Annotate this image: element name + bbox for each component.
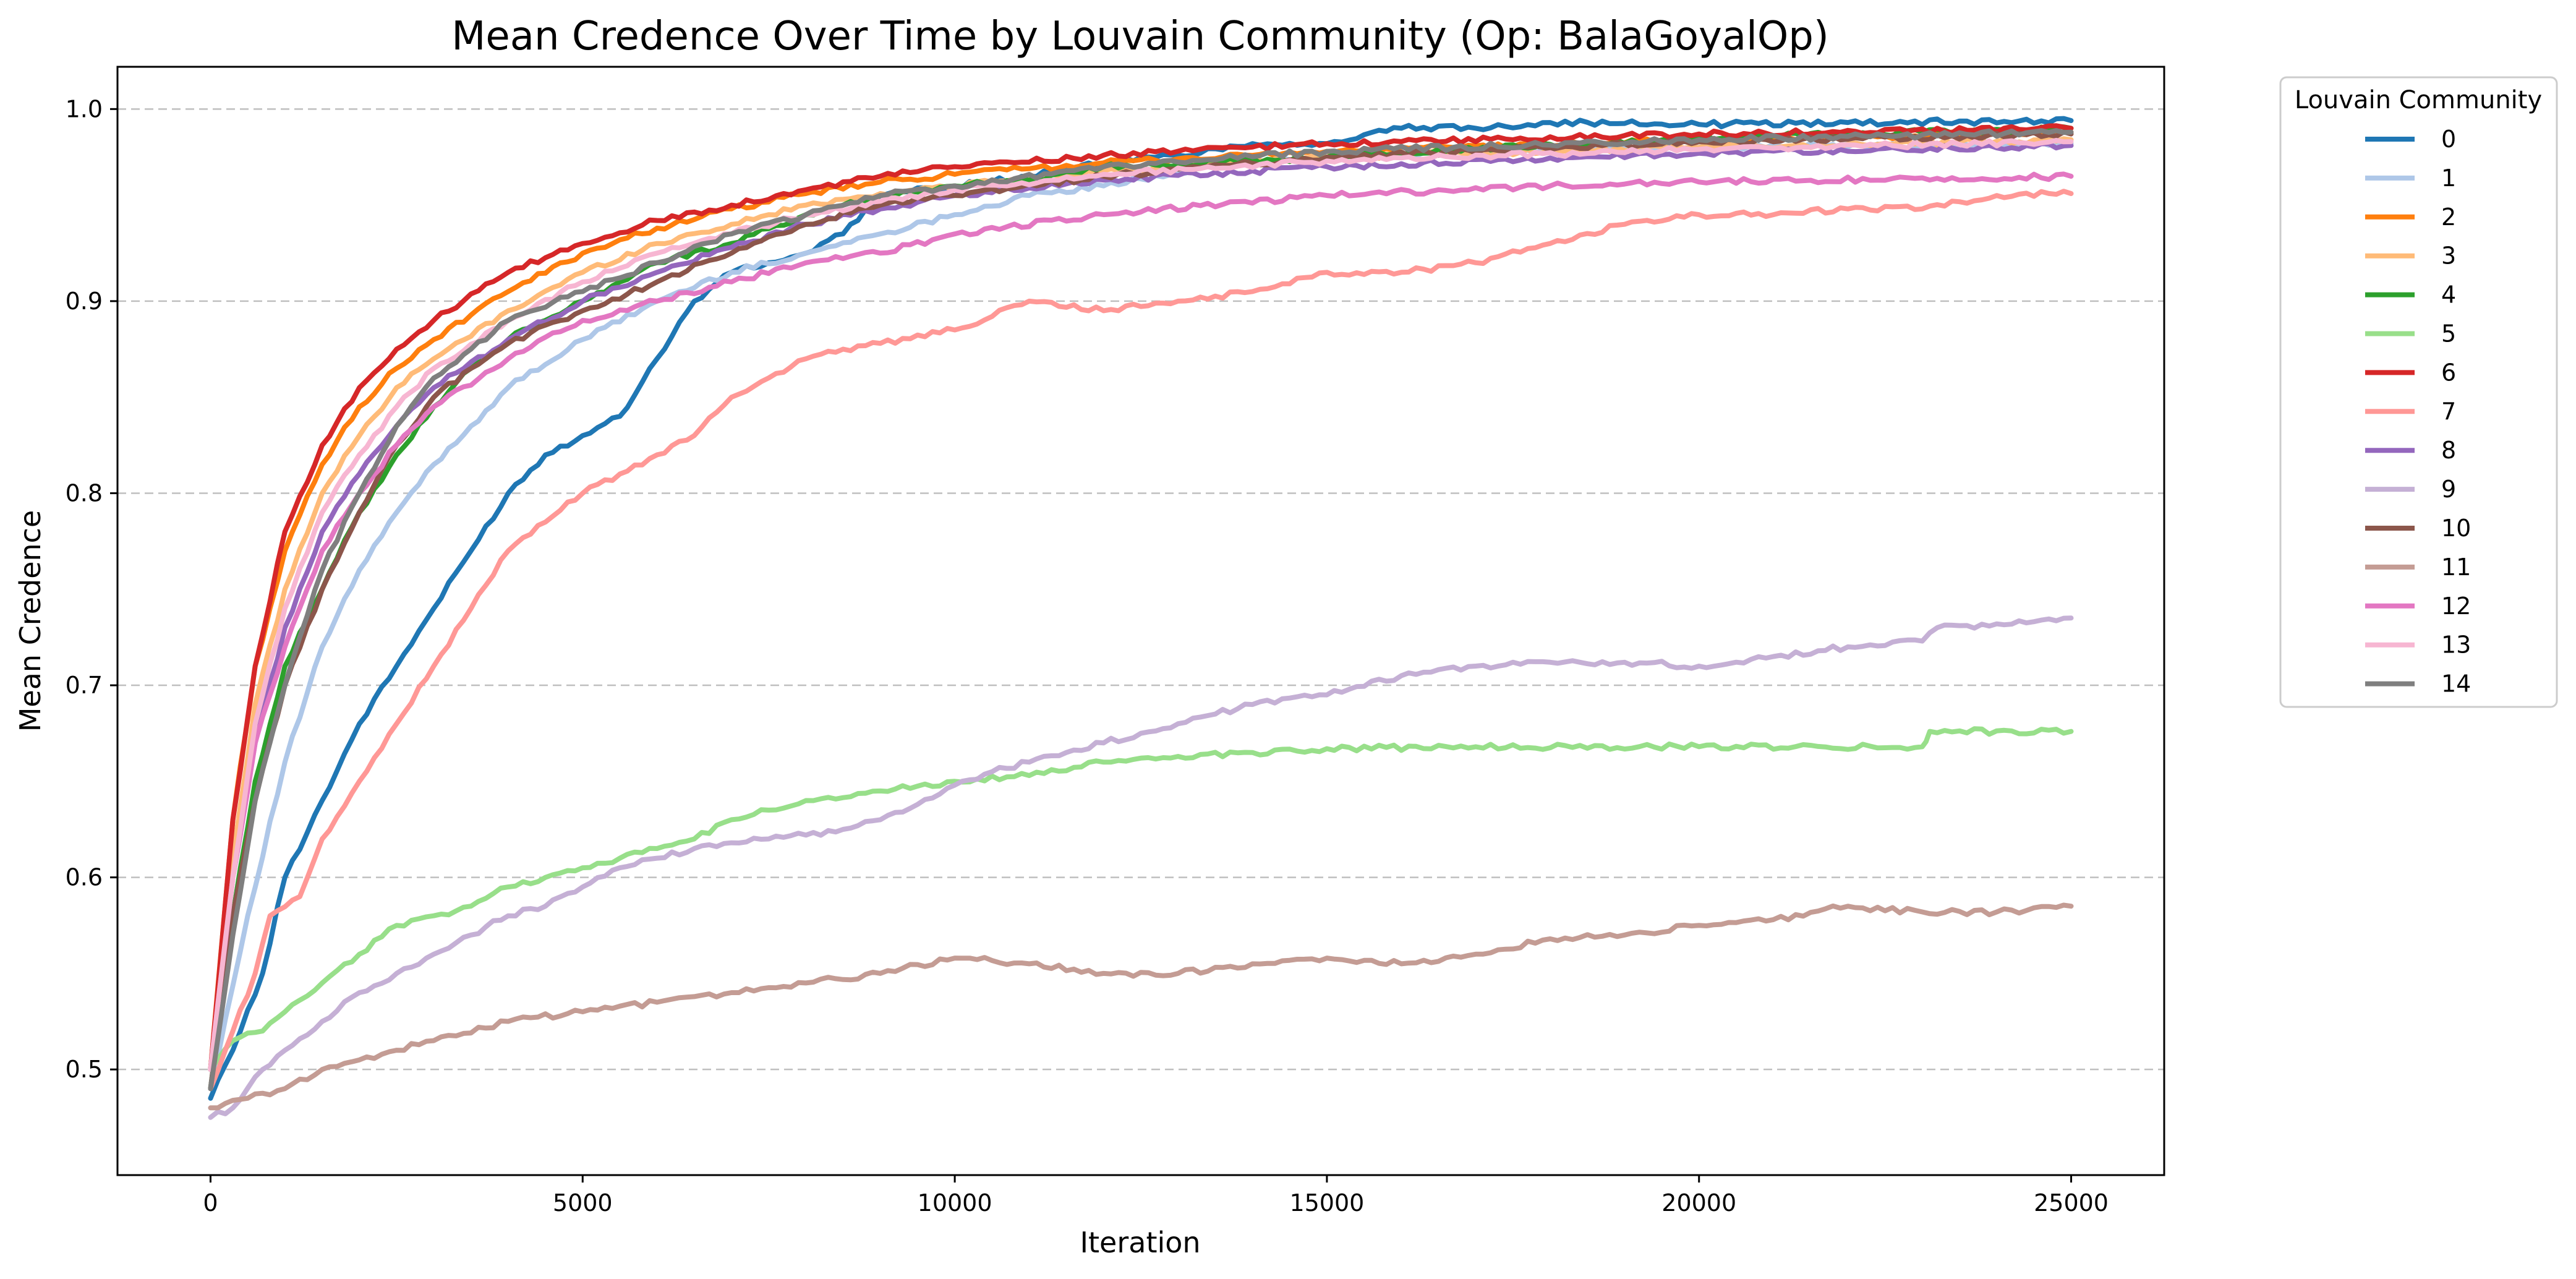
y-tick-label: 0.5 xyxy=(66,1056,103,1083)
series-line-9 xyxy=(208,615,2074,1120)
plot-frame xyxy=(116,66,2165,1176)
legend-label-8: 8 xyxy=(2441,437,2456,464)
legend-label-3: 3 xyxy=(2441,242,2456,270)
legend-label-2: 2 xyxy=(2441,203,2456,231)
y-tick-label: 0.6 xyxy=(66,864,103,891)
series-line-0 xyxy=(208,116,2074,1101)
y-axis-label: Mean Credence xyxy=(14,510,47,732)
x-tick-label: 5000 xyxy=(553,1189,613,1217)
legend-label-7: 7 xyxy=(2441,398,2456,425)
series-line-4 xyxy=(208,124,2074,1092)
x-axis-label: Iteration xyxy=(1080,1226,1200,1259)
legend-label-5: 5 xyxy=(2441,320,2456,348)
gridlines xyxy=(117,108,2164,1071)
legend-label-14: 14 xyxy=(2441,670,2471,698)
series-line-13 xyxy=(208,137,2074,1072)
y-tick-label: 0.9 xyxy=(66,288,103,315)
legend-label-12: 12 xyxy=(2441,592,2471,620)
chart-title: Mean Credence Over Time by Louvain Commu… xyxy=(451,14,1829,59)
series-line-10 xyxy=(208,129,2074,1092)
y-tick-label: 1.0 xyxy=(66,95,103,122)
legend-label-9: 9 xyxy=(2441,476,2456,503)
series-line-12 xyxy=(208,171,2074,1072)
series-line-5 xyxy=(208,726,2074,1072)
legend-label-10: 10 xyxy=(2441,515,2471,542)
legend-label-6: 6 xyxy=(2441,359,2456,386)
legend-label-1: 1 xyxy=(2441,165,2456,192)
legend-label-13: 13 xyxy=(2441,631,2471,659)
series-line-6 xyxy=(208,123,2074,1072)
x-tick-label: 20000 xyxy=(1661,1189,1736,1217)
series-lines xyxy=(208,116,2074,1120)
series-line-11 xyxy=(208,902,2074,1111)
x-tick-label: 25000 xyxy=(2034,1189,2109,1217)
y-axis-ticks: 0.5 0.6 0.7 0.8 0.9 1.0 xyxy=(66,95,117,1083)
x-tick-label: 10000 xyxy=(918,1189,992,1217)
series-line-3 xyxy=(208,136,2074,1072)
legend-label-0: 0 xyxy=(2441,126,2456,153)
series-line-14 xyxy=(208,128,2074,1092)
legend-title: Louvain Community xyxy=(2295,86,2542,114)
plot-area xyxy=(208,116,2074,1120)
x-axis-ticks: 0 5000 10000 15000 20000 25000 xyxy=(203,1175,2109,1217)
x-tick-label: 0 xyxy=(203,1189,218,1217)
legend-label-4: 4 xyxy=(2441,281,2456,309)
legend-label-11: 11 xyxy=(2441,554,2471,581)
legend-box xyxy=(2279,76,2558,708)
y-tick-label: 0.7 xyxy=(66,672,103,699)
y-tick-label: 0.8 xyxy=(66,479,103,507)
x-tick-label: 15000 xyxy=(1289,1189,1364,1217)
series-line-7 xyxy=(208,189,2074,1092)
series-line-2 xyxy=(208,129,2074,1072)
